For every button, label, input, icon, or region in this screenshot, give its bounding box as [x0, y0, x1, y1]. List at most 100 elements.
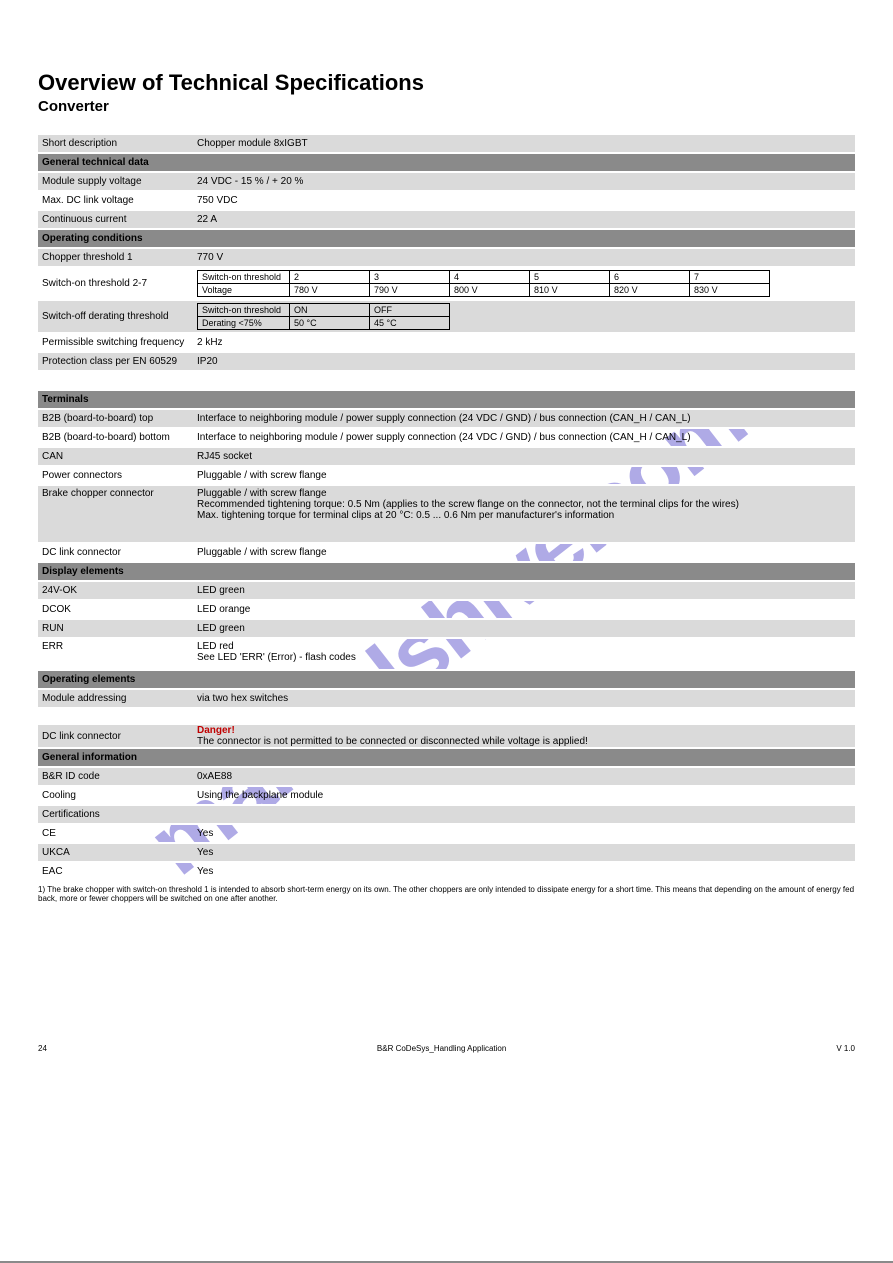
spec-label: Continuous current — [38, 214, 193, 225]
spec-label: CE — [38, 828, 193, 839]
inner-table-cell: 50 °C — [290, 317, 370, 330]
spec-value-line: See LED 'ERR' (Error) - flash codes — [197, 652, 851, 663]
inner-table-cell: 800 V — [450, 284, 530, 297]
spec-row: Certifications — [38, 806, 855, 825]
spec-row: B&R ID code0xAE88 — [38, 768, 855, 787]
spec-value: 24 VDC - 15 % / + 20 % — [193, 176, 855, 187]
spec-value-line: LED red — [197, 641, 851, 652]
spec-table: Short descriptionChopper module 8xIGBT Ge… — [38, 135, 855, 904]
spec-row: DC link connectorDanger!The connector is… — [38, 725, 855, 749]
spec-value: Danger!The connector is not permitted to… — [193, 725, 855, 747]
spec-label: General technical data — [38, 157, 193, 168]
spec-value: LED redSee LED 'ERR' (Error) - flash cod… — [193, 641, 855, 663]
spec-value: 2 kHz — [193, 337, 855, 348]
spec-label: Protection class per EN 60529 — [38, 356, 193, 367]
inner-table: Switch-on thresholdONOFFDerating <75%50 … — [197, 303, 450, 330]
spec-label: Switch-off derating threshold — [38, 311, 193, 322]
spec-label: Certifications — [38, 809, 193, 820]
spacer — [38, 709, 855, 725]
spec-value: via two hex switches — [193, 693, 855, 704]
spec-value: 0xAE88 — [193, 771, 855, 782]
spec-label: Display elements — [38, 566, 193, 577]
spec-value: LED orange — [193, 604, 855, 615]
spec-label: Permissible switching frequency — [38, 337, 193, 348]
spec-row: B2B (board-to-board) topInterface to nei… — [38, 410, 855, 429]
inner-table-cell: 790 V — [370, 284, 450, 297]
inner-table-header-cell: Switch-on threshold — [198, 304, 290, 317]
spec-row: B2B (board-to-board) bottomInterface to … — [38, 429, 855, 448]
spec-label: UKCA — [38, 847, 193, 858]
spec-row: Continuous current22 A — [38, 211, 855, 230]
spec-row: DCOKLED orange — [38, 601, 855, 620]
spec-label: Switch-on threshold 2-7 — [38, 278, 193, 289]
spec-value-line: Recommended tightening torque: 0.5 Nm (a… — [197, 499, 851, 510]
inner-table-cell: 820 V — [610, 284, 690, 297]
spec-label: DCOK — [38, 604, 193, 615]
spec-value: 770 V — [193, 252, 855, 263]
spec-label: Chopper threshold 1 — [38, 252, 193, 263]
spec-label: B2B (board-to-board) top — [38, 413, 193, 424]
spec-row: Brake chopper connectorPluggable / with … — [38, 486, 855, 544]
spec-label: Module supply voltage — [38, 176, 193, 187]
spec-label: DC link connector — [38, 731, 193, 742]
spec-label: 24V-OK — [38, 585, 193, 596]
spec-label: DC link connector — [38, 547, 193, 558]
inner-table-header-cell: 6 — [610, 271, 690, 284]
spec-value-line: Max. tightening torque for terminal clip… — [197, 510, 851, 521]
page-content: Overview of Technical Specifications Con… — [0, 0, 893, 1083]
page-title-line1: Overview of Technical Specifications — [38, 70, 855, 96]
inner-table-header-cell: Switch-on threshold — [198, 271, 290, 284]
spec-value: Using the backplane module — [193, 790, 855, 801]
inner-table-cell: 780 V — [290, 284, 370, 297]
page-footer: 24 B&R CoDeSys_Handling Application V 1.… — [38, 1044, 855, 1053]
spec-row: EACYes — [38, 863, 855, 882]
spec-label: EAC — [38, 866, 193, 877]
spec-value: LED green — [193, 623, 855, 634]
spec-row: Module addressingvia two hex switches — [38, 690, 855, 709]
spec-row: Chopper threshold 1770 V — [38, 249, 855, 268]
inner-table-header-cell: 3 — [370, 271, 450, 284]
spec-value: Pluggable / with screw flange — [193, 547, 855, 558]
spec-label: CAN — [38, 451, 193, 462]
spec-row: CEYes — [38, 825, 855, 844]
spec-label: Power connectors — [38, 470, 193, 481]
spec-value: LED green — [193, 585, 855, 596]
spec-row: Switch-off derating threshold Switch-on t… — [38, 301, 855, 334]
spec-row: UKCAYes — [38, 844, 855, 863]
spec-label: Module addressing — [38, 693, 193, 704]
inner-table-header-cell: 5 — [530, 271, 610, 284]
spec-row: Max. DC link voltage750 VDC — [38, 192, 855, 211]
footnote: 1) The brake chopper with switch-on thre… — [38, 886, 855, 904]
spec-row: Protection class per EN 60529IP20 — [38, 353, 855, 372]
inner-table-header-cell: 4 — [450, 271, 530, 284]
spec-label: ERR — [38, 641, 193, 652]
spec-value: Yes — [193, 847, 855, 858]
spec-value: Pluggable / with screw flange — [193, 470, 855, 481]
section-header: Operating conditions — [38, 230, 855, 249]
section-header: General information — [38, 749, 855, 768]
inner-table-cell: 830 V — [690, 284, 770, 297]
spec-row — [38, 372, 855, 391]
spec-label: Operating elements — [38, 674, 193, 685]
section-header: Terminals — [38, 391, 855, 410]
inner-table-cell: Derating <75% — [198, 317, 290, 330]
spec-value: Interface to neighboring module / power … — [193, 432, 855, 443]
spec-row: 24V-OKLED green — [38, 582, 855, 601]
inner-table-header-cell: 7 — [690, 271, 770, 284]
spec-value: Switch-on threshold234567Voltage780 V790… — [193, 268, 855, 299]
section-header: Display elements — [38, 563, 855, 582]
spec-label: Brake chopper connector — [38, 488, 193, 499]
spec-value: Yes — [193, 828, 855, 839]
spec-row: Permissible switching frequency2 kHz — [38, 334, 855, 353]
spec-value: 22 A — [193, 214, 855, 225]
spec-value: Pluggable / with screw flangeRecommended… — [193, 488, 855, 521]
spec-value: RJ45 socket — [193, 451, 855, 462]
spec-row: DC link connectorPluggable / with screw … — [38, 544, 855, 563]
page-title-line2: Converter — [38, 98, 855, 115]
spec-value: Switch-on thresholdONOFFDerating <75%50 … — [193, 301, 855, 332]
spec-row: Short descriptionChopper module 8xIGBT — [38, 135, 855, 154]
spec-label: B&R ID code — [38, 771, 193, 782]
spec-value: IP20 — [193, 356, 855, 367]
footer-page-number: 24 — [38, 1044, 47, 1053]
inner-table-header-cell: OFF — [370, 304, 450, 317]
